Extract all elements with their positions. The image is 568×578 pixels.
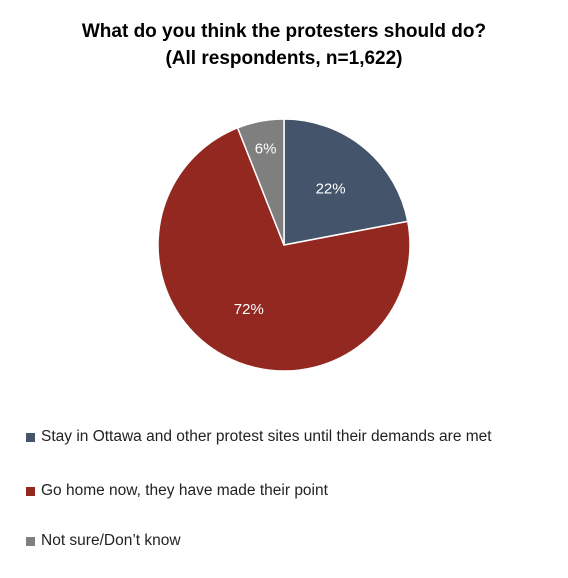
legend-label-go-home: Go home now, they have made their point: [41, 482, 328, 499]
legend-label-stay: Stay in Ottawa and other protest sites u…: [41, 428, 492, 445]
chart-title-block: What do you think the protesters should …: [0, 18, 568, 72]
legend-item-go-home: Go home now, they have made their point: [26, 482, 328, 500]
legend-item-not-sure: Not sure/Don’t know: [26, 532, 181, 550]
legend-swatch-go-home: [26, 486, 35, 496]
legend-item-stay: Stay in Ottawa and other protest sites u…: [26, 428, 492, 446]
pie-slice-not-sure: [236, 118, 285, 246]
data-label-stay: 22%: [316, 181, 346, 198]
chart-subtitle: (All respondents, n=1,622): [165, 48, 403, 69]
legend-label-not-sure: Not sure/Don’t know: [41, 532, 181, 549]
data-label-go-home: 72%: [234, 301, 264, 318]
legend-swatch-not-sure: [26, 536, 35, 546]
chart-title: What do you think the protesters should …: [81, 21, 487, 42]
data-label-not-sure: 6%: [255, 140, 277, 157]
pie-slice-stay: [283, 118, 409, 246]
pie-slice-go-home: [157, 126, 411, 372]
legend-swatch-stay: [26, 432, 35, 442]
